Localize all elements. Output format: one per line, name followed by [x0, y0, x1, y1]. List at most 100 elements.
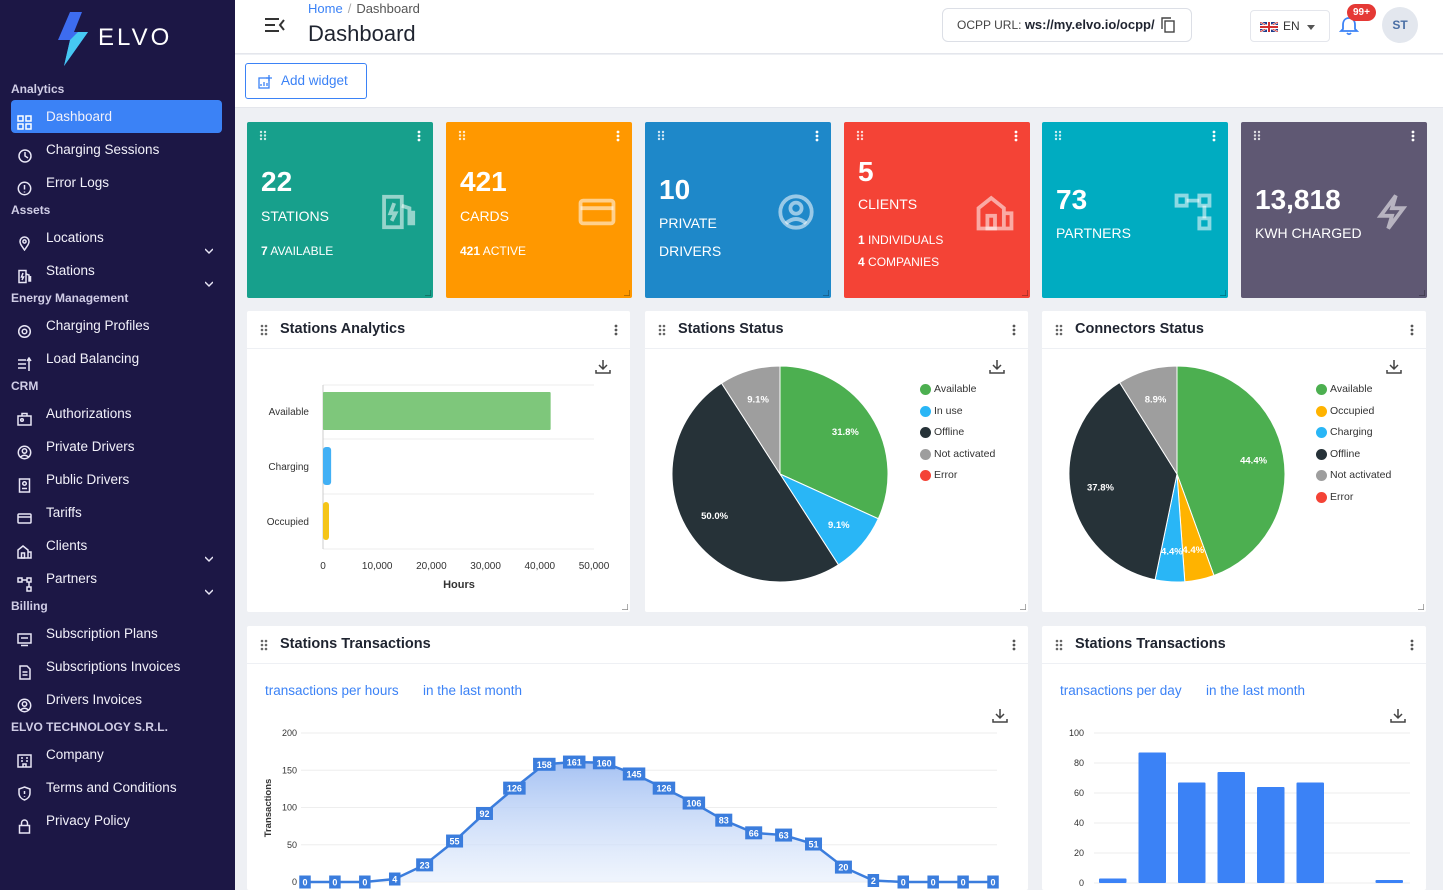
sidebar-item-subscription-plans[interactable]: Subscription Plans: [0, 617, 235, 650]
resize-handle-icon[interactable]: [425, 290, 431, 296]
legend-item[interactable]: Not activated: [1316, 465, 1391, 487]
data-point[interactable]: [359, 875, 371, 889]
resize-handle-icon[interactable]: [622, 604, 628, 610]
kpi-card-cards[interactable]: 421 CARDS 421 ACTIVE: [446, 122, 632, 298]
more-vertical-icon[interactable]: [1012, 639, 1016, 651]
data-point[interactable]: [897, 875, 910, 889]
bar-available[interactable]: [323, 392, 551, 430]
bar[interactable]: [1296, 782, 1325, 884]
sidebar-item-privacy-policy[interactable]: Privacy Policy: [0, 804, 235, 837]
resize-handle-icon[interactable]: [1418, 604, 1424, 610]
legend-item[interactable]: Offline: [920, 422, 995, 444]
download-icon[interactable]: [992, 708, 1008, 724]
bar[interactable]: [1178, 782, 1206, 884]
kpi-card-private[interactable]: 10 PRIVATE DRIVERS: [645, 122, 831, 298]
more-vertical-icon[interactable]: [616, 130, 620, 142]
drag-handle-icon[interactable]: [658, 324, 666, 336]
legend-item[interactable]: Error: [1316, 487, 1391, 509]
legend-item[interactable]: Occupied: [1316, 401, 1391, 423]
data-point[interactable]: [957, 875, 969, 889]
data-point[interactable]: [446, 834, 464, 848]
sidebar-item-charging-sessions[interactable]: Charging Sessions: [0, 133, 235, 166]
pie-slice-not-activated[interactable]: [1118, 365, 1178, 476]
data-point[interactable]: [867, 874, 880, 888]
sidebar-item-dashboard[interactable]: Dashboard: [11, 100, 222, 133]
tab-last-month[interactable]: in the last month: [423, 683, 523, 698]
data-point[interactable]: [622, 767, 646, 781]
drag-handle-icon[interactable]: [260, 324, 268, 336]
download-icon[interactable]: [989, 359, 1005, 375]
copy-icon[interactable]: [1161, 17, 1175, 33]
more-vertical-icon[interactable]: [1212, 130, 1216, 142]
kpi-card-stations[interactable]: 22 STATIONS 7 AVAILABLE: [247, 122, 433, 298]
drag-handle-icon[interactable]: [458, 130, 466, 141]
data-point[interactable]: [834, 860, 852, 874]
breadcrumb-home[interactable]: Home: [308, 1, 343, 16]
bar[interactable]: [1257, 787, 1285, 883]
data-point[interactable]: [682, 796, 706, 810]
tab-transactions-per-day[interactable]: transactions per day: [1060, 683, 1182, 698]
resize-handle-icon[interactable]: [1022, 290, 1028, 296]
download-icon[interactable]: [1390, 708, 1406, 724]
kpi-card-partners[interactable]: 73 PARTNERS: [1042, 122, 1228, 298]
tab-last-month[interactable]: in the last month: [1206, 683, 1306, 698]
data-point[interactable]: [299, 875, 311, 889]
legend-item[interactable]: Charging: [1316, 422, 1391, 444]
download-icon[interactable]: [1386, 359, 1402, 375]
bar-charging[interactable]: [323, 447, 332, 485]
sidebar-item-tariffs[interactable]: Tariffs: [0, 496, 235, 529]
more-vertical-icon[interactable]: [417, 130, 421, 142]
drag-handle-icon[interactable]: [856, 130, 864, 141]
data-point[interactable]: [805, 837, 823, 851]
data-point[interactable]: [775, 828, 793, 842]
bar-occupied[interactable]: [323, 502, 329, 540]
drag-handle-icon[interactable]: [1253, 130, 1261, 141]
sidebar-item-authorizations[interactable]: Authorizations: [0, 397, 235, 430]
drag-handle-icon[interactable]: [1054, 130, 1062, 141]
add-widget-button[interactable]: Add widget: [245, 63, 367, 99]
data-point[interactable]: [562, 755, 586, 769]
resize-handle-icon[interactable]: [823, 290, 829, 296]
resize-handle-icon[interactable]: [624, 290, 630, 296]
data-point[interactable]: [745, 826, 763, 840]
data-point[interactable]: [475, 806, 493, 820]
data-point[interactable]: [987, 875, 999, 889]
pie-slice-not-activated[interactable]: [720, 365, 781, 476]
drag-handle-icon[interactable]: [1055, 639, 1063, 651]
data-point[interactable]: [715, 813, 733, 827]
sidebar-item-drivers-invoices[interactable]: Drivers Invoices: [0, 683, 235, 716]
sidebar-item-clients[interactable]: Clients: [0, 529, 235, 563]
bar[interactable]: [1217, 772, 1246, 883]
sidebar-item-company[interactable]: Company: [0, 738, 235, 771]
resize-handle-icon[interactable]: [1220, 290, 1226, 296]
kpi-card-kwh-charged[interactable]: 13,818 KWH CHARGED: [1241, 122, 1427, 298]
resize-handle-icon[interactable]: [1419, 290, 1425, 296]
more-vertical-icon[interactable]: [1012, 324, 1016, 336]
resize-handle-icon[interactable]: [1020, 604, 1026, 610]
sidebar-item-partners[interactable]: Partners: [0, 562, 235, 596]
pie-slice-available[interactable]: [1176, 365, 1286, 577]
tab-transactions-per-hours[interactable]: transactions per hours: [265, 683, 399, 698]
sidebar-item-load-balancing[interactable]: Load Balancing: [0, 342, 235, 375]
legend-item[interactable]: Available: [1316, 379, 1391, 401]
sidebar-item-terms-and-conditions[interactable]: Terms and Conditions: [0, 771, 235, 804]
legend-item[interactable]: Offline: [1316, 444, 1391, 466]
data-point[interactable]: [533, 757, 556, 771]
bar[interactable]: [1099, 878, 1127, 884]
more-vertical-icon[interactable]: [1014, 130, 1018, 142]
bar[interactable]: [1138, 752, 1167, 884]
sidebar-item-stations[interactable]: Stations: [0, 254, 235, 288]
sidebar-item-private-drivers[interactable]: Private Drivers: [0, 430, 235, 463]
data-point[interactable]: [329, 875, 341, 889]
user-avatar[interactable]: ST: [1382, 7, 1418, 43]
data-point[interactable]: [927, 875, 939, 889]
kpi-card-clients[interactable]: 5 CLIENTS 1 INDIVIDUALS 4 COMPANIES: [844, 122, 1030, 298]
sidebar-item-subscriptions-invoices[interactable]: Subscriptions Invoices: [0, 650, 235, 683]
sidebar-item-charging-profiles[interactable]: Charging Profiles: [0, 309, 235, 342]
legend-item[interactable]: In use: [920, 401, 995, 423]
more-vertical-icon[interactable]: [1410, 639, 1414, 651]
pie-slice-available[interactable]: [779, 365, 889, 520]
drag-handle-icon[interactable]: [260, 639, 268, 651]
more-vertical-icon[interactable]: [614, 324, 618, 336]
data-point[interactable]: [503, 781, 526, 795]
